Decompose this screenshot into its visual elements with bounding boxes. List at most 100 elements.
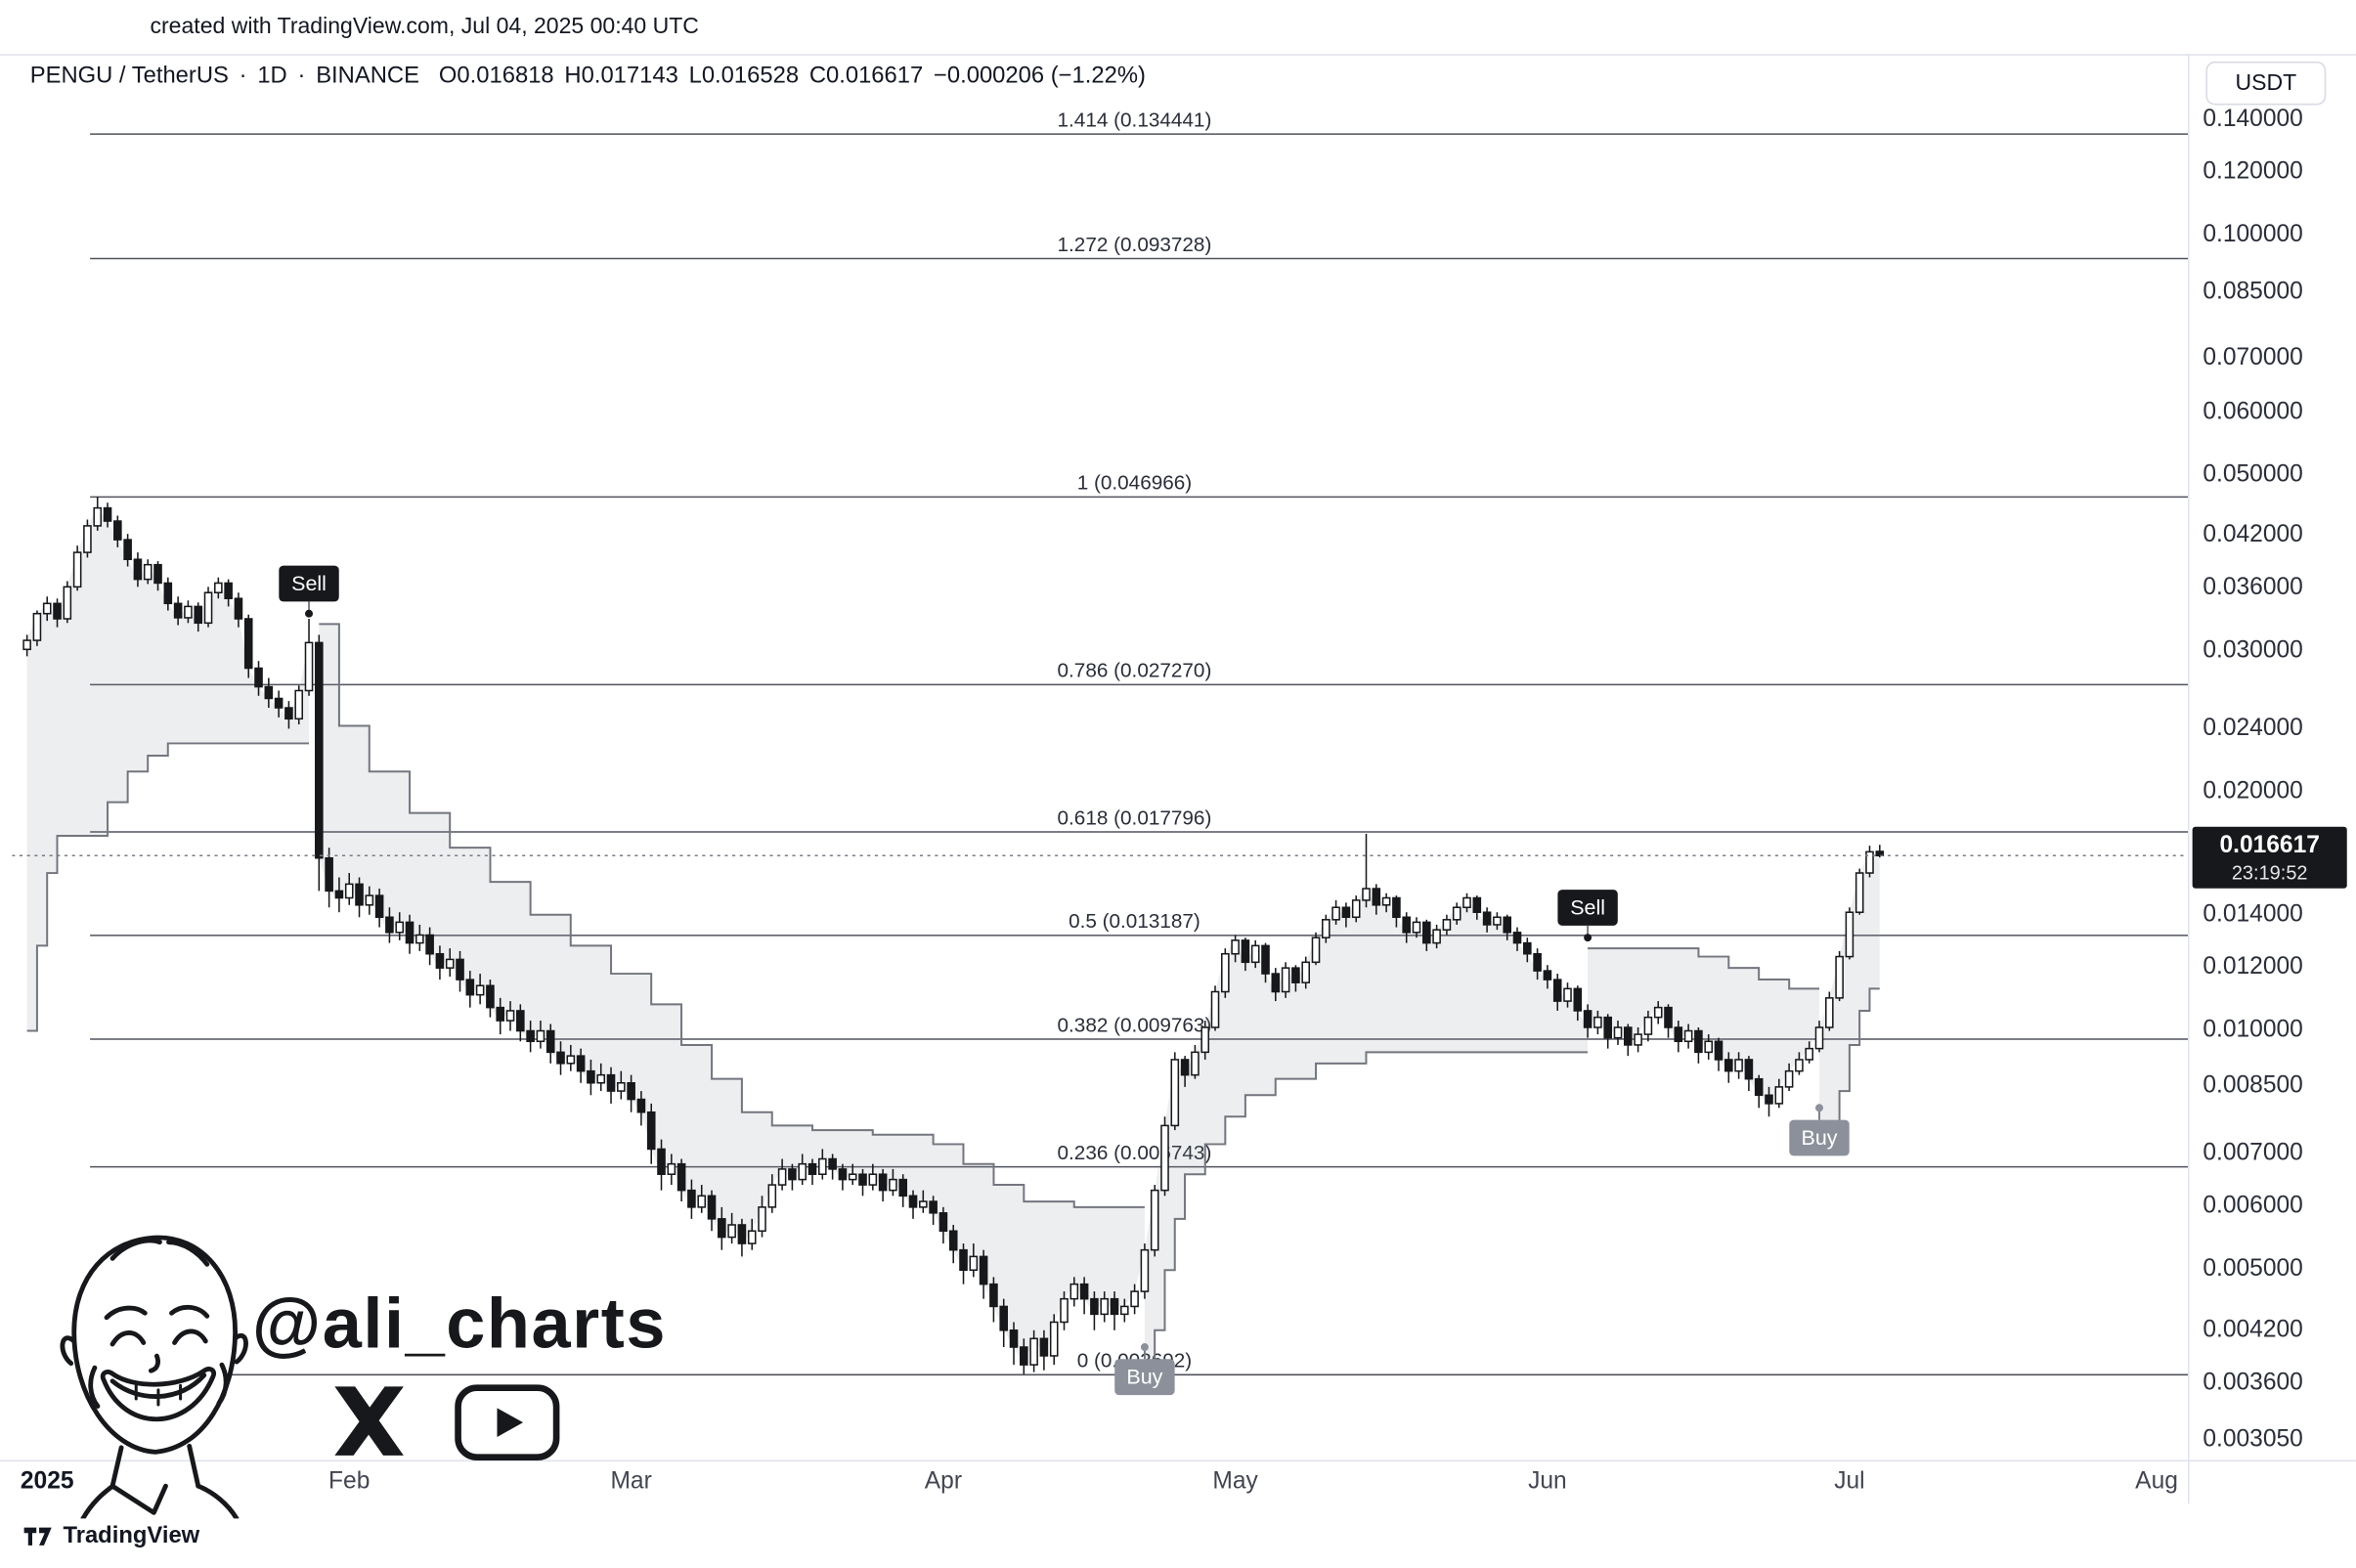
candle-down: [325, 856, 333, 893]
candle-down: [828, 1157, 837, 1170]
candle-up: [1120, 1305, 1129, 1316]
candle-down: [1533, 952, 1542, 972]
plot-area[interactable]: 1.414 (0.134441) 1.272 (0.093728) 1 (0.046…: [12, 109, 2189, 1396]
candle-up: [1825, 997, 1834, 1028]
candles: [22, 497, 1885, 1374]
candle-up: [1281, 967, 1290, 993]
candle-down: [646, 1111, 656, 1151]
candle-down: [1341, 906, 1351, 919]
candle-up: [1191, 1051, 1200, 1076]
price-axis-label: 0.120000: [2203, 159, 2303, 186]
tradingview-logo[interactable]: [23, 1521, 58, 1549]
symbol-title[interactable]: PENGU / TetherUS: [29, 63, 229, 89]
candle-up: [1795, 1059, 1804, 1072]
candle-down: [1624, 1026, 1633, 1046]
candle-up: [1412, 921, 1421, 934]
candle-down: [657, 1148, 666, 1175]
legend-separator: ·: [239, 63, 247, 89]
fib-retracement: 1.414 (0.134441) 1.272 (0.093728) 1 (0.046…: [90, 109, 2189, 1376]
price-axis-label: 0.003050: [2203, 1426, 2303, 1454]
price-axis-label: 0.024000: [2203, 715, 2303, 741]
candle-down: [1503, 916, 1512, 934]
candle-down: [103, 506, 112, 522]
buy-marker-dot: [1140, 1343, 1149, 1352]
created-with-text: created with TradingView.com, Jul 04, 20…: [150, 13, 699, 39]
trail-line: [26, 742, 310, 1032]
candle-down: [1744, 1059, 1754, 1080]
candle-up: [32, 612, 42, 641]
time-axis-label-mar: Mar: [610, 1468, 652, 1495]
fib-level-label: 0.786 (0.027270): [1058, 660, 1212, 682]
current-price-badge[interactable]: 0.016617 23:19:52: [2192, 827, 2347, 889]
candle-down: [496, 1006, 505, 1022]
candle-down: [243, 618, 253, 670]
trail-fill: [26, 507, 310, 1031]
interval-label[interactable]: 1D: [257, 63, 287, 89]
price-axis-label: 0.006000: [2203, 1194, 2303, 1220]
candle-up: [1311, 936, 1321, 964]
candle-down: [1482, 911, 1492, 926]
candle-down: [516, 1010, 525, 1032]
buy-signal-badge: [1789, 1119, 1850, 1156]
candle-up: [1351, 899, 1361, 919]
candle-up: [505, 1010, 515, 1022]
symbol-legend: PENGU / TetherUS · 1D · BINANCE O0.01681…: [30, 63, 1156, 90]
candle-up: [1432, 929, 1441, 944]
bar-countdown: 23:19:52: [2231, 861, 2308, 885]
candle-up: [1221, 952, 1230, 993]
price-axis-label: 0.030000: [2203, 637, 2303, 664]
candle-down: [234, 597, 243, 620]
candle-down: [1543, 970, 1552, 980]
candle-down: [374, 894, 384, 919]
candle-up: [566, 1055, 576, 1065]
time-axis-label-may: May: [1212, 1468, 1258, 1495]
fib-level-label: 1 (0.046966): [1077, 472, 1193, 495]
candle-up: [1865, 850, 1874, 874]
candle-down: [1020, 1346, 1028, 1366]
tradingview-brand-text[interactable]: TradingView: [63, 1523, 200, 1549]
candle-down: [788, 1168, 797, 1181]
candle-up: [1845, 911, 1854, 958]
candle-up: [1170, 1059, 1180, 1127]
fib-level-label: 0.236 (0.006743): [1058, 1142, 1212, 1164]
candle-down: [1512, 932, 1522, 944]
candle-down: [173, 602, 183, 619]
candle-up: [1462, 896, 1471, 909]
candle-up: [1100, 1297, 1110, 1316]
candle-down: [486, 984, 495, 1009]
candle-up: [848, 1173, 857, 1181]
candle-down: [948, 1230, 958, 1251]
fib-level-label: 1.414 (0.134441): [1058, 109, 1212, 131]
candle-up: [22, 639, 31, 651]
footer: TradingView: [0, 1503, 2356, 1568]
candle-down: [676, 1162, 686, 1192]
trailing-stop-band: [26, 507, 1880, 1375]
price-axis-label: 0.020000: [2203, 777, 2303, 805]
candle-down: [1552, 979, 1562, 1002]
candle-down: [908, 1195, 918, 1208]
trail-fill: [1144, 889, 1589, 1374]
candle-down: [113, 520, 122, 541]
candle-down: [1180, 1059, 1190, 1076]
trail-fill: [1588, 948, 1820, 1104]
currency-toggle-button[interactable]: USDT: [2205, 61, 2327, 106]
candle-up: [969, 1255, 979, 1272]
candle-up: [596, 1073, 606, 1084]
candle-up: [1231, 939, 1240, 955]
legend-separator: ·: [297, 63, 306, 89]
candle-down: [163, 582, 173, 605]
candle-down: [1422, 921, 1431, 944]
candle-up: [1704, 1040, 1714, 1054]
buy-signal-label: Buy: [1126, 1366, 1162, 1389]
candle-up: [1452, 906, 1462, 921]
candle-up: [1029, 1337, 1038, 1366]
candle-down: [1090, 1297, 1099, 1316]
candle-up: [475, 984, 485, 996]
price-axis-label: 0.140000: [2203, 106, 2303, 133]
candle-up: [42, 602, 52, 615]
candle-down: [587, 1069, 595, 1084]
price-axis-label: 0.007000: [2203, 1140, 2303, 1166]
candle-down: [1674, 1026, 1683, 1043]
